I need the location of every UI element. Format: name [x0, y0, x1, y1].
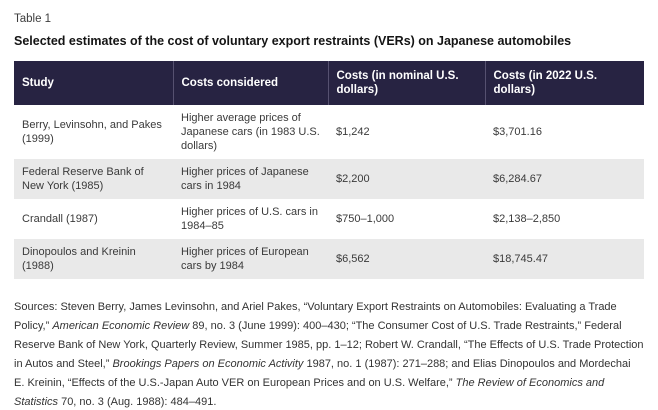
table-title: Selected estimates of the cost of volunt… [14, 34, 572, 48]
source-text: 89, no. 3 (June 1999): 400–430; “The Con… [14, 320, 644, 370]
table-row: Dinopoulos and Kreinin (1988) Higher pric… [14, 239, 644, 279]
table-cell-study: Dinopoulos and Kreinin (1988) [22, 246, 136, 272]
header-row: Study Costs considered Costs (in nominal… [14, 61, 644, 105]
table-cell-costs-considered: Higher prices of Japanese cars in 1984 [181, 166, 309, 192]
table-cell-costs-nominal: $2,200 [336, 173, 370, 185]
table-cell-study: Berry, Levinsohn, and Pakes (1999) [22, 119, 162, 145]
table-cell-costs-2022: $18,745.47 [493, 253, 549, 265]
source-journal-title: Brookings Papers on Economic Activity [112, 358, 304, 370]
table-cell-costs-nominal: $1,242 [336, 126, 370, 138]
sources-note: Sources: Steven Berry, James Levinsohn, … [14, 298, 644, 410]
col-header-costs-2022: Costs (in 2022 U.S. dollars) [484, 61, 644, 105]
table-body: Berry, Levinsohn, and Pakes (1999) Higher… [14, 105, 644, 279]
table-cell-costs-considered: Higher average prices of Japanese cars (… [181, 112, 320, 152]
table-label: Table 1 [14, 13, 52, 25]
source-text: 70, no. 3 (Aug. 1988): 484–491. [58, 396, 217, 408]
table-row: Federal Reserve Bank of New York (1985) H… [14, 159, 644, 199]
table-cell-costs-considered: Higher prices of European cars by 1984 [181, 246, 309, 272]
table-row: Crandall (1987) Higher prices of U.S. car… [14, 199, 644, 239]
table-cell-costs-2022: $6,284.67 [493, 173, 542, 185]
col-header-costs-considered: Costs considered [172, 61, 328, 105]
table-row: Berry, Levinsohn, and Pakes (1999) Higher… [14, 105, 644, 159]
table-cell-study: Federal Reserve Bank of New York (1985) [22, 166, 144, 192]
source-journal-title: The Review of Economics and Statistics [14, 377, 605, 408]
table-header: Study Costs considered Costs (in nominal… [14, 61, 644, 105]
table-cell-costs-2022: $3,701.16 [493, 126, 542, 138]
source-text: 1987, no. 1 (1987): 271–288; and Elias D… [14, 358, 631, 389]
col-header-study: Study [14, 61, 173, 105]
source-text: Sources: Steven Berry, James Levinsohn, … [14, 301, 617, 332]
source-journal-title: American Economic Review [52, 320, 190, 332]
table-cell-costs-nominal: $6,562 [336, 253, 370, 265]
ver-cost-table: Study Costs considered Costs (in nominal… [14, 61, 644, 279]
table-cell-costs-considered: Higher prices of U.S. cars in 1984–85 [181, 206, 318, 232]
table-cell-costs-2022: $2,138–2,850 [493, 213, 561, 225]
table-cell-study: Crandall (1987) [22, 213, 98, 225]
col-header-costs-nominal: Costs (in nominal U.S. dollars) [327, 61, 485, 105]
table-cell-costs-nominal: $750–1,000 [336, 213, 395, 225]
